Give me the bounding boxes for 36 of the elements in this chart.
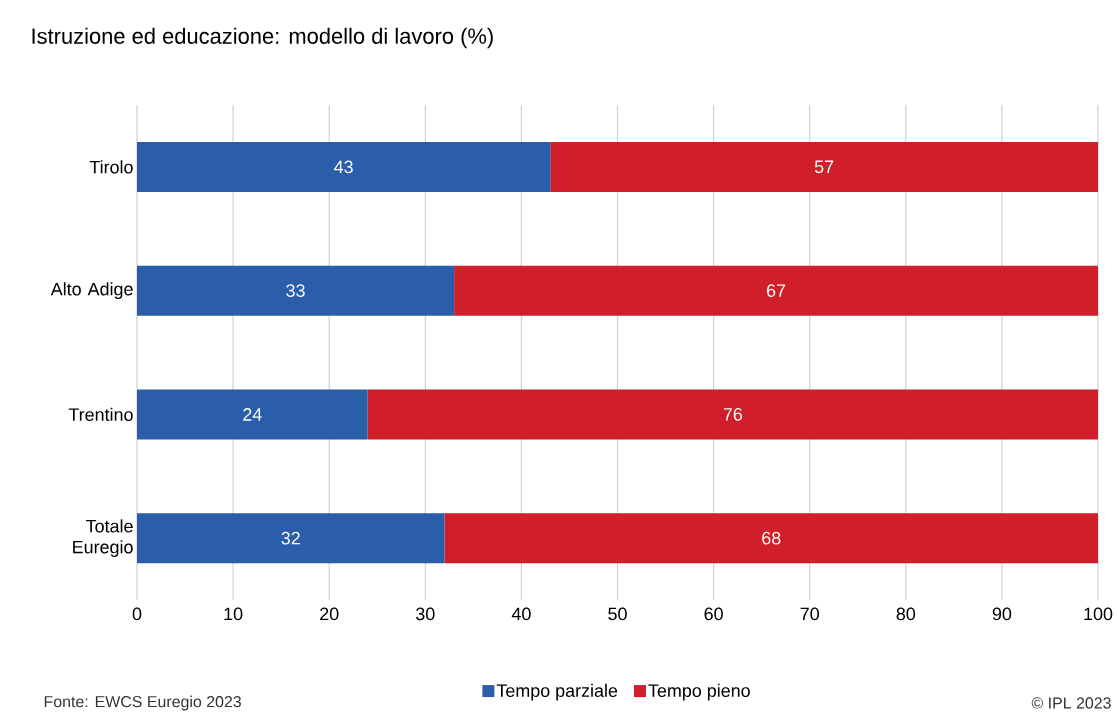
bar (137, 389, 368, 440)
y-tick-label: Alto Adige (50, 282, 133, 299)
x-tick-label: 80 (896, 607, 916, 621)
bar (137, 513, 445, 564)
y-tick-label: Tirolo (89, 160, 133, 174)
source-note: Fonte: EWCS Euregio 2023 (44, 695, 241, 711)
y-tick-label: Totale Euregio (73, 519, 133, 557)
legend-label: Tempo pieno (648, 683, 750, 701)
x-tick-label: 60 (704, 607, 723, 621)
x-tick-label: 70 (800, 607, 819, 621)
text: © IPL 2023 (1031, 697, 1111, 709)
data-label: 33 (286, 284, 305, 297)
bar (137, 141, 551, 192)
legend-label: Tempo parziale (496, 683, 618, 701)
x-tick-label: 40 (511, 607, 531, 621)
y-tick-label: Trentino (68, 407, 133, 421)
data-label: 57 (814, 160, 834, 174)
x-tick-label: 100 (1084, 607, 1113, 621)
x-tick-label: 30 (416, 607, 435, 621)
x-tick-label: 90 (992, 607, 1012, 621)
data-label: 43 (334, 160, 353, 174)
data-label: 24 (243, 408, 262, 421)
x-tick-label: 20 (320, 607, 339, 621)
bar (550, 141, 1099, 192)
bar (454, 265, 1099, 316)
data-label: 32 (281, 531, 300, 545)
x-tick-label: 0 (132, 607, 142, 621)
chart-title: Istruzione ed educazione: modello di lavoro (%) (32, 27, 493, 49)
data-label: 76 (723, 408, 743, 421)
bar (444, 513, 1099, 564)
x-tick-label: 50 (608, 607, 627, 621)
bar (367, 389, 1099, 440)
data-label: 68 (762, 531, 781, 545)
data-label: 67 (767, 284, 786, 297)
bar (137, 265, 455, 316)
x-tick-label: 10 (224, 607, 243, 621)
